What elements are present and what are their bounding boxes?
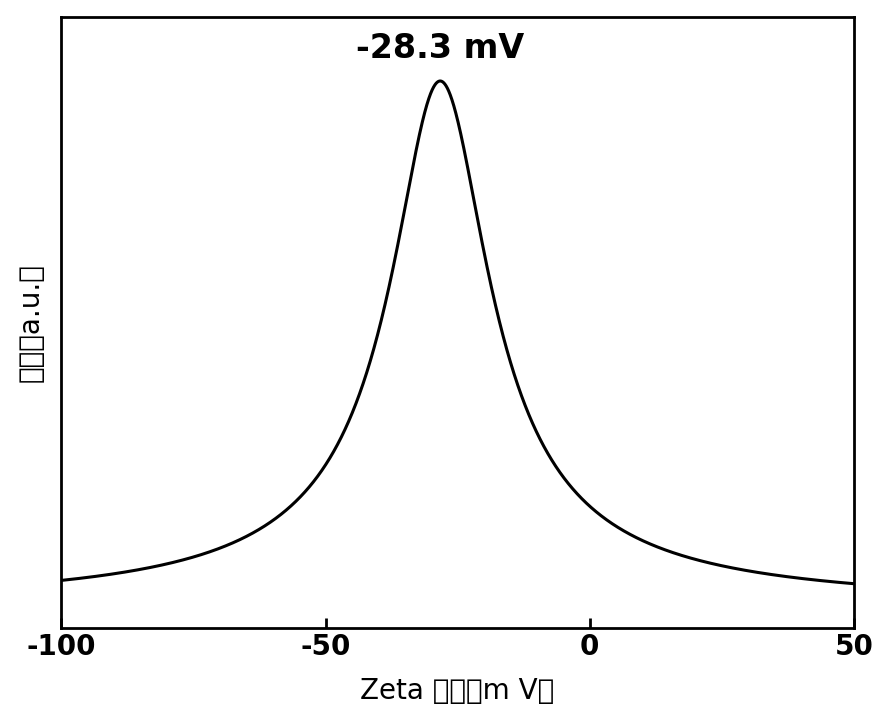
X-axis label: Zeta 电位（m V）: Zeta 电位（m V）	[360, 677, 554, 705]
Y-axis label: 计数（a.u.）: 计数（a.u.）	[17, 263, 44, 382]
Text: -28.3 mV: -28.3 mV	[356, 32, 524, 65]
